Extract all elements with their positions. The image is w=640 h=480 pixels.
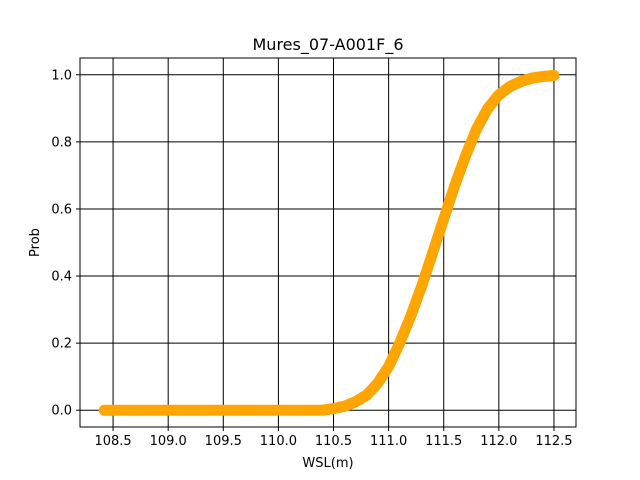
x-tick-label: 110.0 [260,434,297,449]
x-tick-label: 112.0 [480,434,517,449]
y-tick-label: 0.4 [51,270,72,285]
y-tick-label: 0.6 [51,202,72,217]
data-point [548,69,560,81]
y-tick-label: 0.8 [51,135,72,150]
y-tick-label: 0.0 [51,404,72,419]
axis-ticks: 108.5 109.0 109.5 110.0 110.5 111.0 111.5 112.0… [51,68,572,449]
x-tick-label: 109.0 [150,434,187,449]
x-tick-label: 110.5 [315,434,352,449]
x-tick-label: 111.0 [370,434,407,449]
data-series [98,69,560,416]
y-axis-title: Prob [28,228,43,257]
y-tick-label: 1.0 [51,68,72,83]
x-axis-title: WSL(m) [302,456,353,471]
x-tick-label: 109.5 [205,434,242,449]
plot-frame [79,57,577,428]
x-tick-label: 111.5 [425,434,462,449]
x-tick-label: 108.5 [94,434,131,449]
x-tick-label: 112.5 [535,434,572,449]
y-tick-label: 0.2 [51,337,72,352]
chart-title: Mures_07-A001F_6 [253,35,404,55]
